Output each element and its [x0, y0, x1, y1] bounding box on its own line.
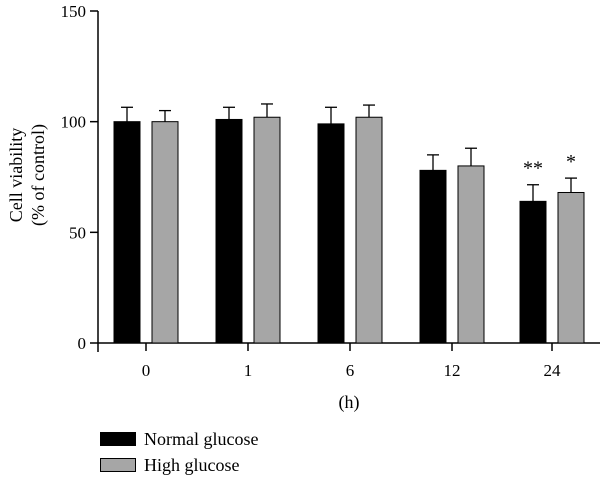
x-tick-label: 12 — [444, 361, 461, 380]
bar-high-glucose — [457, 165, 485, 344]
y-tick-label: 0 — [78, 334, 87, 353]
y-tick-label: 50 — [69, 223, 86, 242]
legend-label-normal-glucose: Normal glucose — [144, 428, 259, 449]
bar-high-glucose — [355, 116, 383, 344]
bar-high-glucose — [151, 121, 179, 344]
y-tick-label: 150 — [61, 2, 87, 21]
legend-item-normal-glucose: Normal glucose — [100, 426, 258, 452]
x-tick-label: 6 — [346, 361, 355, 380]
y-axis-label-line1: Cell viability — [6, 128, 26, 223]
bar-normal-glucose — [317, 123, 345, 344]
bar-high-glucose — [557, 191, 585, 344]
bar-normal-glucose — [419, 169, 447, 344]
bar-normal-glucose — [113, 121, 141, 344]
x-tick-label: 0 — [142, 361, 151, 380]
legend-label-high-glucose: High glucose — [144, 454, 240, 475]
bar-normal-glucose — [519, 200, 547, 344]
bar-high-glucose — [253, 116, 281, 344]
y-tick-label: 100 — [61, 113, 87, 132]
x-tick-label: 1 — [244, 361, 253, 380]
y-axis-label-line2: (% of control) — [28, 124, 49, 226]
legend: Normal glucose High glucose — [100, 426, 258, 478]
legend-item-high-glucose: High glucose — [100, 452, 258, 478]
x-axis-label: (h) — [339, 392, 360, 413]
significance-marker: ** — [523, 158, 543, 180]
significance-marker: * — [566, 151, 576, 173]
legend-swatch-high-glucose — [100, 458, 136, 472]
legend-swatch-normal-glucose — [100, 432, 136, 446]
x-tick-label: 24 — [544, 361, 562, 380]
y-axis-label: Cell viability (% of control) — [6, 124, 49, 226]
bar-normal-glucose — [215, 118, 243, 344]
